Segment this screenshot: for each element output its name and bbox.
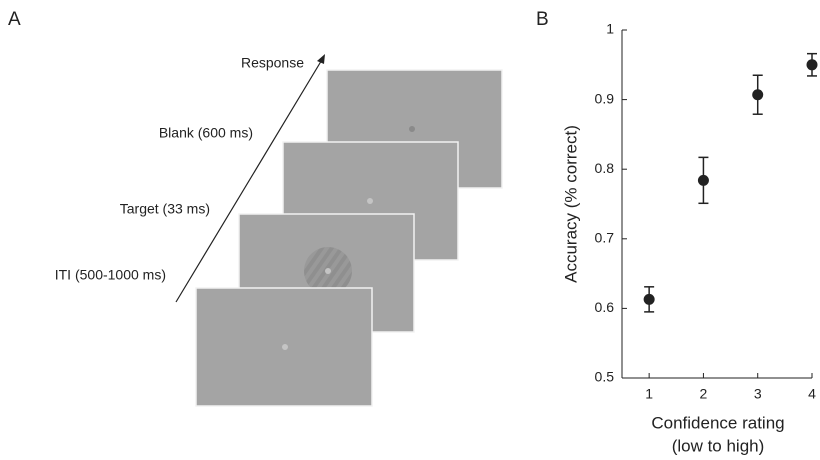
y-tick-label: 0.8: [595, 160, 615, 176]
x-tick-label: 3: [754, 386, 762, 402]
y-axis-label: Accuracy (% correct): [561, 125, 580, 283]
x-tick-label: 4: [808, 386, 816, 402]
x-axis-label: Confidence rating: [651, 413, 784, 432]
x-tick-label: 2: [700, 386, 708, 402]
x-axis-label: (low to high): [672, 436, 765, 455]
y-tick-label: 1: [606, 21, 614, 37]
step-label: Response: [241, 55, 304, 71]
fixation: [282, 344, 288, 350]
panel-label: B: [536, 9, 549, 30]
x-tick-label: 1: [645, 386, 653, 402]
fixation: [409, 126, 415, 132]
arrow-head: [317, 54, 325, 64]
panel-label: A: [8, 9, 21, 30]
trial-sequence: [175, 54, 503, 407]
point: [752, 89, 764, 101]
step-label: Target (33 ms): [120, 201, 210, 217]
y-tick-label: 0.5: [595, 369, 615, 385]
y-tick-label: 0.7: [595, 230, 615, 246]
step-label: ITI (500-1000 ms): [55, 267, 166, 283]
y-tick-label: 0.6: [595, 299, 615, 315]
fixation: [325, 268, 331, 274]
time-arrow: [175, 57, 324, 303]
y-tick-label: 0.9: [595, 90, 615, 106]
point: [697, 174, 709, 186]
fixation: [367, 198, 373, 204]
point: [806, 59, 818, 71]
step-label: Blank (600 ms): [159, 125, 253, 141]
point: [643, 293, 655, 305]
